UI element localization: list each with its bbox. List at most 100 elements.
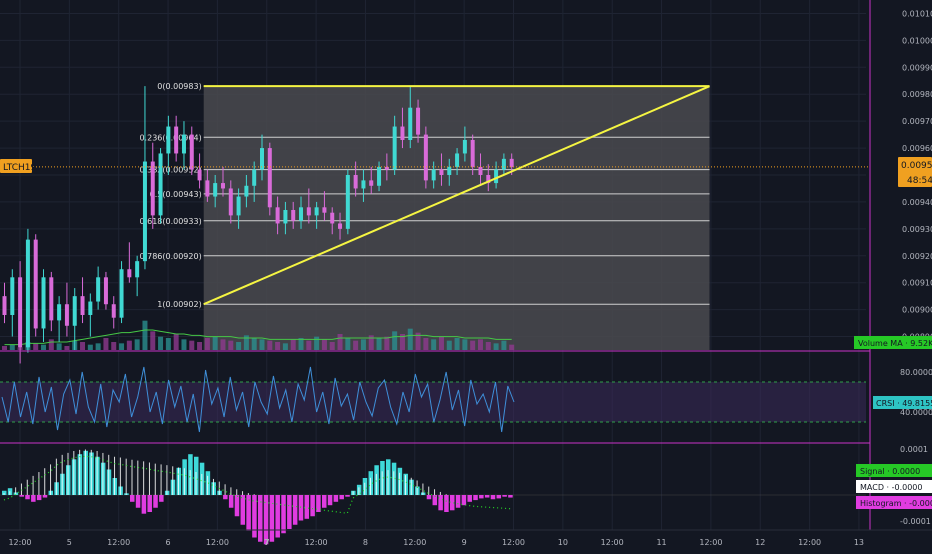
price-axis-tick: 0.00930 [902, 225, 932, 234]
macd-histogram-bar [281, 495, 286, 534]
symbol-badge: LTCH19 [0, 159, 37, 173]
candle-body [509, 158, 514, 167]
macd-histogram-bar [345, 495, 350, 497]
candle-body [64, 304, 69, 326]
candle-body [57, 304, 62, 321]
crsi-pane[interactable] [0, 366, 866, 433]
macd-histogram-bar [322, 495, 327, 508]
macd-histogram-bar [473, 495, 478, 501]
time-axis-tick: 10 [558, 538, 568, 547]
price-axis-tick: 0.00910 [902, 279, 932, 288]
price-axis-tick: 0.01010 [902, 9, 932, 18]
candle-body [158, 153, 163, 216]
volume-ma-label: Volume MA · 9.52K [858, 339, 932, 348]
macd-histogram-bar [461, 495, 467, 506]
candle-body [10, 277, 15, 315]
volume-bar [251, 338, 257, 350]
volume-bar [431, 339, 437, 350]
macd-histogram-bar [333, 495, 339, 502]
volume-bar [33, 343, 39, 350]
candle-body [501, 158, 506, 170]
macd-histogram-bar [252, 495, 257, 538]
candle-body [267, 148, 272, 208]
fib-level-label: 0.5(0.00943) [150, 190, 202, 199]
macd-histogram-bar [153, 495, 158, 508]
candle-body [127, 269, 132, 278]
candle-body [2, 296, 7, 315]
macd-histogram-bar [275, 495, 280, 538]
candle-body [41, 277, 46, 329]
time-axis-tick: 12:00 [502, 538, 525, 547]
fib-level-label: 0.618(0.00933) [139, 217, 201, 226]
candle-body [119, 269, 124, 318]
macd-histogram-bar [25, 495, 30, 500]
volume-bar [189, 340, 195, 350]
macd-histogram-bar [234, 495, 240, 517]
time-axis-tick: 13 [854, 538, 864, 547]
macd-histogram-bar [36, 495, 42, 501]
candle-body [291, 210, 296, 221]
candle-body [174, 126, 179, 154]
macd-histogram-bar [455, 495, 461, 508]
time-axis-tick: 6 [166, 538, 171, 547]
candlesticks[interactable] [2, 86, 514, 364]
candle-body [392, 126, 397, 170]
fib-level-label: 0.236(0.00964) [139, 133, 201, 142]
volume-bar [345, 338, 351, 350]
crsi-label: CRSI · 49.8155 [876, 399, 932, 408]
candle-body [322, 207, 327, 213]
candle-body [299, 207, 304, 221]
candle-body [486, 175, 491, 184]
candle-body [197, 169, 202, 181]
volume-ma-badge [854, 336, 932, 349]
macd-pane[interactable] [0, 449, 866, 545]
volume-bar [64, 346, 70, 350]
time-axis-tick: 12:00 [8, 538, 31, 547]
price-labels: LTCH19 0.00953 48:54 [0, 157, 932, 187]
macd-histogram-bar [444, 495, 449, 512]
candle-body [260, 148, 264, 170]
last-price: 0.00953 [901, 161, 932, 171]
time-axis-tick: 8 [363, 538, 368, 547]
volume-bar [181, 339, 187, 350]
volume-bar [306, 340, 312, 350]
candle-body [455, 153, 460, 167]
macd-histogram-bar [310, 495, 315, 517]
volume-bar [329, 342, 335, 350]
macd-legend-badge [856, 496, 932, 509]
volume-bar [48, 339, 54, 350]
candle-body [345, 175, 350, 229]
macd-histogram-bar [426, 495, 432, 500]
volume-bar [321, 339, 327, 350]
volume-bar [392, 331, 398, 350]
volume-bar [173, 334, 179, 350]
drawn-trendlines[interactable] [0, 85, 870, 306]
macd-histogram-bar [147, 495, 152, 512]
volume-bar [204, 338, 210, 350]
candle-body [462, 140, 467, 154]
macd-histogram-bar [159, 495, 164, 502]
candle-body [338, 223, 343, 229]
volume-bar [485, 342, 491, 350]
candle-body [236, 196, 241, 216]
macd-histogram-bar [502, 495, 507, 497]
crsi-axis-tick: 40.0000 [900, 408, 932, 417]
volume-bar [470, 340, 476, 350]
volume-bar [353, 340, 359, 350]
support-trendline [203, 85, 710, 306]
price-axis-tick: 0.00900 [902, 306, 932, 315]
volume-bar [438, 336, 444, 350]
volume-bar [197, 342, 203, 350]
price-axis-tick: 0.00970 [902, 117, 932, 126]
macd-histogram-bar [240, 495, 246, 525]
candle-body [96, 277, 101, 302]
volume-bar [150, 331, 156, 350]
macd-histogram-bar [479, 495, 484, 499]
volume-bar [407, 328, 413, 350]
candle-body [72, 296, 77, 326]
time-axis-tick: 12:00 [601, 538, 624, 547]
candle-body [33, 239, 38, 329]
